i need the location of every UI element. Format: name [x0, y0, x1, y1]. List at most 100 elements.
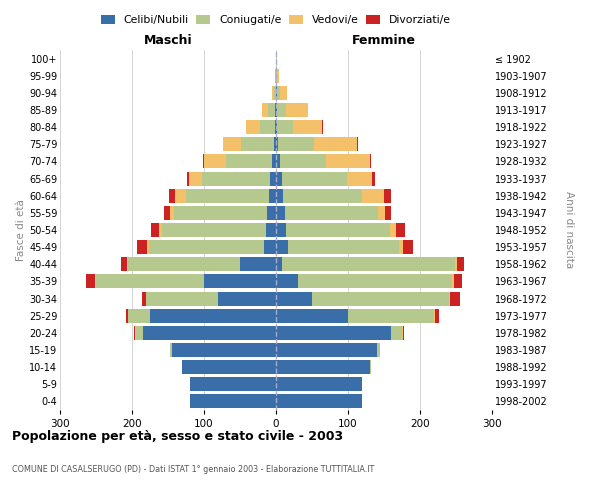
Bar — [268, 206, 276, 220]
Bar — [182, 360, 276, 374]
Bar — [276, 292, 312, 306]
Bar — [121, 258, 276, 272]
Bar — [240, 258, 276, 272]
Bar — [268, 103, 276, 117]
Bar — [275, 103, 276, 117]
Bar — [276, 120, 293, 134]
Bar — [275, 68, 276, 82]
Bar — [276, 188, 384, 202]
Bar — [276, 120, 322, 134]
Bar — [276, 138, 314, 151]
Bar — [182, 360, 276, 374]
Bar — [190, 394, 276, 408]
Bar — [276, 258, 455, 272]
Bar — [146, 292, 276, 306]
Bar — [134, 326, 276, 340]
Bar — [276, 206, 391, 220]
Bar — [223, 138, 276, 151]
Bar — [175, 188, 276, 202]
Bar — [276, 343, 377, 357]
Bar — [276, 240, 403, 254]
Bar — [204, 274, 276, 288]
Bar — [86, 274, 276, 288]
Bar — [276, 103, 308, 117]
Bar — [276, 103, 286, 117]
Bar — [276, 308, 439, 322]
Bar — [272, 86, 276, 100]
Bar — [276, 378, 362, 392]
Bar — [276, 240, 399, 254]
Bar — [276, 274, 298, 288]
Bar — [276, 188, 362, 202]
Bar — [266, 223, 276, 237]
Bar — [126, 308, 276, 322]
Bar — [189, 172, 276, 185]
Bar — [274, 138, 276, 151]
Bar — [276, 86, 280, 100]
Bar — [190, 378, 276, 392]
Bar — [270, 172, 276, 185]
Bar — [276, 326, 403, 340]
Y-axis label: Fasce di età: Fasce di età — [16, 199, 26, 261]
Bar — [218, 292, 276, 306]
Bar — [190, 394, 276, 408]
Bar — [276, 258, 282, 272]
Bar — [276, 292, 450, 306]
Bar — [95, 274, 276, 288]
Bar — [276, 394, 362, 408]
Bar — [276, 172, 376, 185]
Bar — [143, 326, 276, 340]
Bar — [204, 154, 276, 168]
Bar — [190, 378, 276, 392]
Bar — [276, 274, 452, 288]
Text: COMUNE DI CASALSERUGO (PD) - Dati ISTAT 1° gennaio 2003 - Elaborazione TUTTITALI: COMUNE DI CASALSERUGO (PD) - Dati ISTAT … — [12, 465, 374, 474]
Bar — [276, 274, 454, 288]
Bar — [170, 343, 276, 357]
Bar — [223, 138, 276, 151]
Bar — [276, 223, 286, 237]
Bar — [276, 360, 371, 374]
Bar — [246, 120, 276, 134]
Bar — [190, 394, 276, 408]
Bar — [170, 343, 276, 357]
Bar — [128, 308, 276, 322]
Text: Maschi: Maschi — [143, 34, 193, 46]
Bar — [274, 86, 276, 100]
Bar — [164, 206, 276, 220]
Bar — [276, 172, 282, 185]
Bar — [276, 68, 279, 82]
Bar — [170, 206, 276, 220]
Bar — [276, 188, 391, 202]
Bar — [276, 188, 283, 202]
Bar — [276, 86, 287, 100]
Bar — [276, 206, 284, 220]
Bar — [276, 154, 326, 168]
Bar — [276, 360, 371, 374]
Bar — [275, 68, 276, 82]
Bar — [142, 292, 276, 306]
Bar — [276, 68, 279, 82]
Bar — [276, 258, 457, 272]
Bar — [172, 343, 276, 357]
Bar — [262, 103, 276, 117]
Bar — [269, 188, 276, 202]
Bar — [127, 258, 276, 272]
Bar — [276, 154, 371, 168]
Bar — [149, 240, 276, 254]
Bar — [135, 326, 276, 340]
Bar — [275, 68, 276, 82]
Legend: Celibi/Nubili, Coniugati/e, Vedovi/e, Divorziati/e: Celibi/Nubili, Coniugati/e, Vedovi/e, Di… — [97, 10, 455, 29]
Bar — [276, 223, 405, 237]
Bar — [276, 258, 464, 272]
Bar — [276, 120, 323, 134]
Bar — [276, 103, 308, 117]
Bar — [276, 206, 378, 220]
Bar — [276, 378, 362, 392]
Bar — [276, 394, 362, 408]
Bar — [158, 223, 276, 237]
Bar — [276, 154, 370, 168]
Bar — [276, 326, 402, 340]
Bar — [151, 223, 276, 237]
Bar — [137, 240, 276, 254]
Bar — [146, 292, 276, 306]
